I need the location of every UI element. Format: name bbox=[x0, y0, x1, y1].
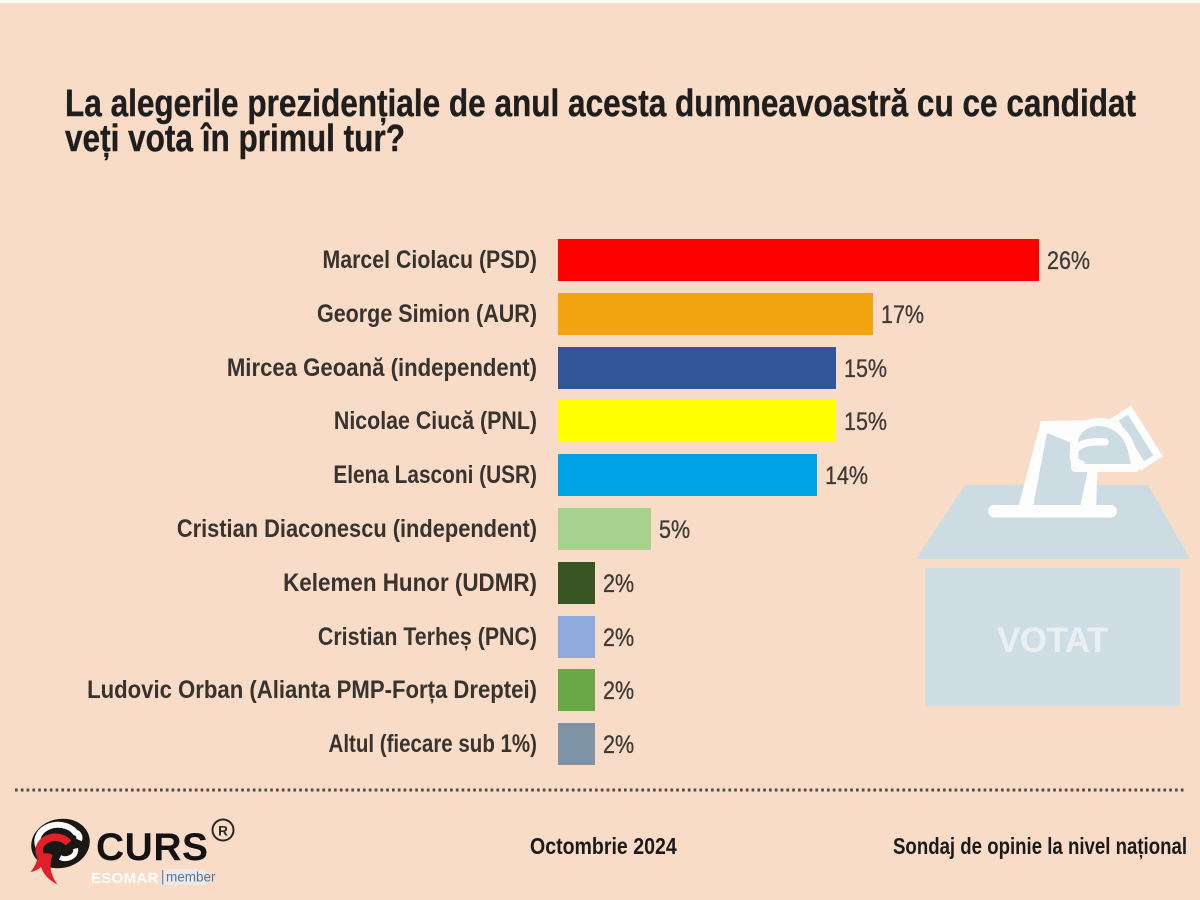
svg-text:CURS: CURS bbox=[96, 826, 209, 869]
svg-text:VOTAT: VOTAT bbox=[997, 621, 1108, 660]
svg-text:member: member bbox=[166, 870, 216, 885]
svg-text:ESOMAR: ESOMAR bbox=[91, 870, 159, 887]
svg-text:R: R bbox=[218, 824, 228, 839]
